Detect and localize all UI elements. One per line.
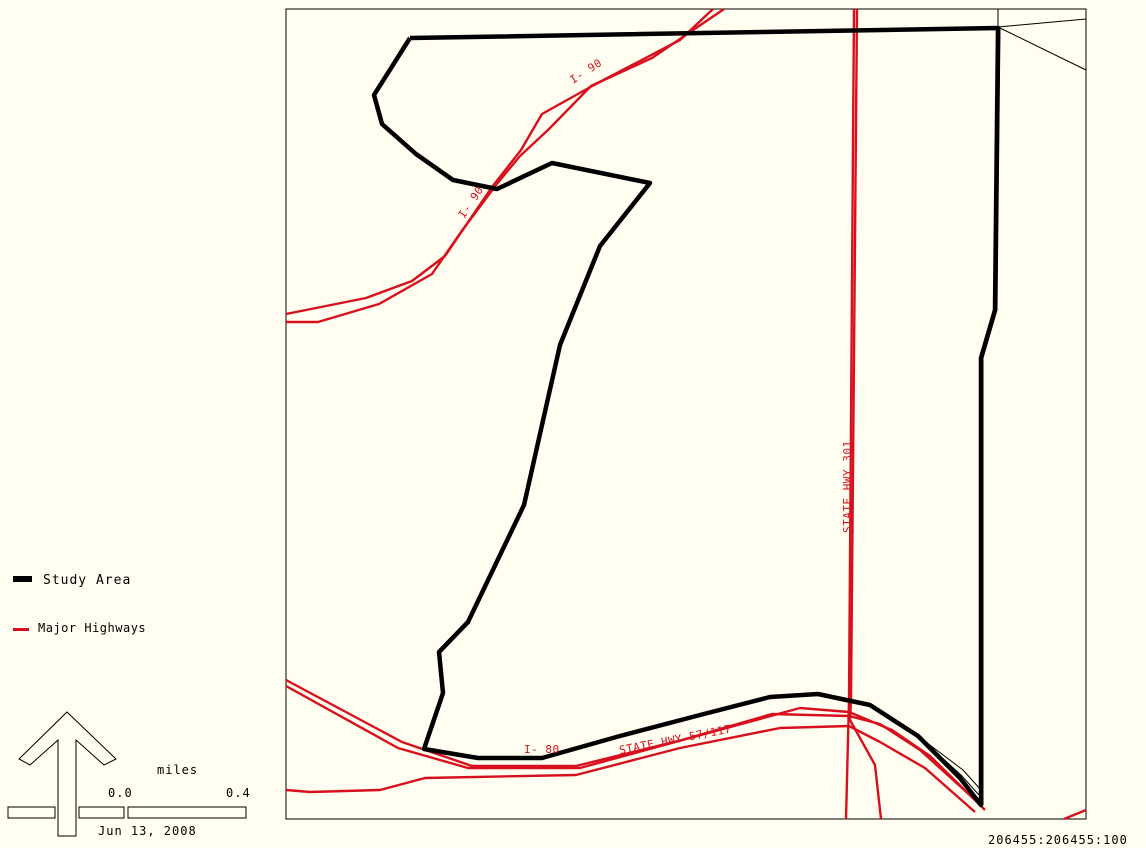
legend-highways-swatch bbox=[13, 628, 29, 631]
legend-study-area-label: Study Area bbox=[43, 573, 131, 588]
i80-line-c bbox=[285, 724, 976, 813]
i90-line-south bbox=[286, 8, 725, 324]
parcel-lines bbox=[997, 9, 1087, 71]
scale-segment-right bbox=[127, 806, 247, 819]
i90-line-north bbox=[285, 8, 714, 316]
state-hwy-301-east bbox=[848, 8, 883, 820]
scale-segment-mid bbox=[78, 806, 125, 819]
scale-bar: miles 0.0 0.4 bbox=[7, 763, 251, 819]
legend-study-area-swatch bbox=[13, 576, 32, 582]
scale-end-label: 0.4 bbox=[226, 786, 251, 800]
study-area-edge-thin-1 bbox=[982, 27, 1001, 805]
study-area bbox=[371, 25, 1001, 808]
map-id: 206455:206455:100 bbox=[988, 833, 1128, 847]
label-i80: I- 80 bbox=[524, 743, 560, 756]
label-state-hwy-301: STATE HWY 301 bbox=[841, 440, 854, 533]
scale-segment-left bbox=[7, 806, 56, 819]
legend: Study Area Major Highways bbox=[13, 573, 146, 635]
study-area-edge-thin-3 bbox=[917, 735, 982, 791]
scale-unit-label: miles bbox=[157, 763, 198, 777]
i80-line-b bbox=[285, 684, 986, 811]
map-frame bbox=[285, 8, 1087, 820]
study-area-boundary bbox=[371, 25, 1001, 808]
north-arrow-icon bbox=[18, 711, 117, 837]
map-date: Jun 13, 2008 bbox=[98, 824, 197, 838]
scale-start-label: 0.0 bbox=[108, 786, 133, 800]
legend-highways-label: Major Highways bbox=[38, 621, 146, 635]
study-area-edge-thin-2 bbox=[917, 735, 980, 796]
i80-east-spur bbox=[1063, 808, 1087, 821]
